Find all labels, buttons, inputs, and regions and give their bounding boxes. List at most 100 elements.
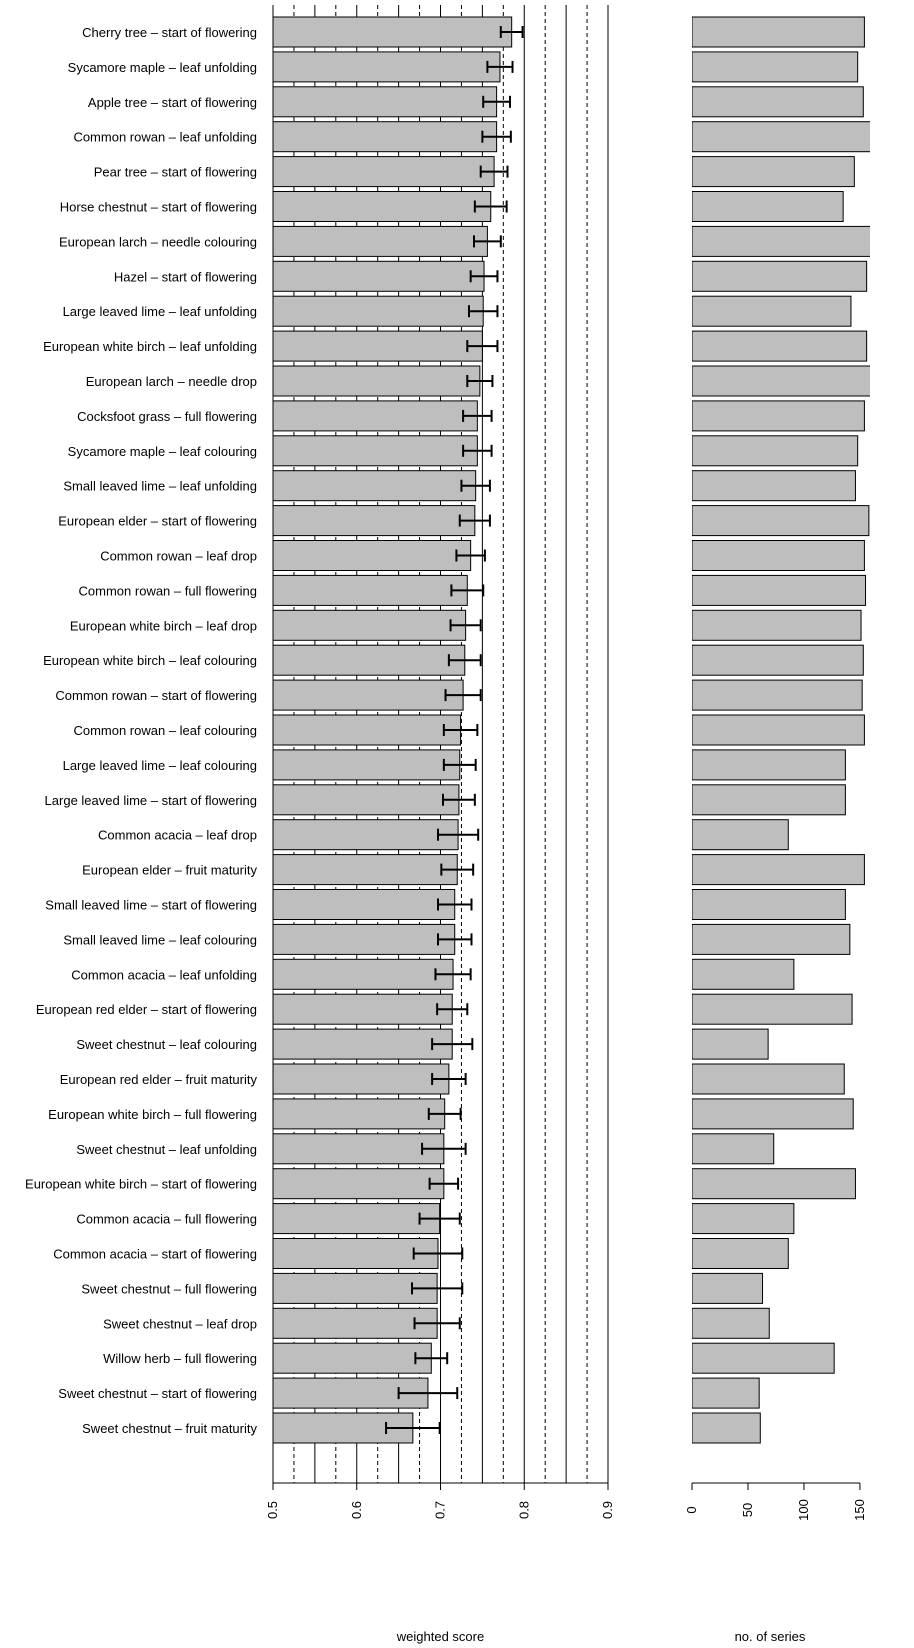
category-label: European elder – start of flowering [58,514,257,529]
error-bar [436,933,473,946]
error-bar [428,1177,460,1190]
bar [272,260,485,292]
bar [692,854,865,886]
category-label: European elder – fruit maturity [82,863,257,878]
bar [272,225,488,257]
error-bar [421,1142,467,1155]
bar [692,574,867,606]
bar [692,330,868,362]
bar [272,51,501,83]
bar [272,923,456,955]
error-bar [462,444,493,457]
bar [692,958,795,990]
category-label: Small leaved lime – leaf unfolding [63,479,257,494]
x-tick-label: 50 [740,1503,755,1517]
right-plot [692,16,870,1444]
error-bar [447,654,482,667]
bar [272,819,459,851]
category-label: Common acacia – leaf drop [98,828,257,843]
bar [692,1063,845,1095]
bar [272,1203,441,1235]
bar [692,1272,764,1304]
bar [692,156,855,188]
category-label: European white birch – leaf unfolding [43,339,257,354]
bar [692,400,865,432]
bar [272,679,464,711]
bar [692,1098,854,1130]
bar [272,365,481,397]
bar [272,644,466,676]
x-tick-label: 0 [684,1506,699,1513]
error-bar [482,95,512,108]
error-bar [414,1352,449,1365]
category-label: Pear tree – start of flowering [94,165,257,180]
category-label: European white birch – start of flowerin… [25,1177,257,1192]
bar [692,1377,760,1409]
bar [692,505,870,537]
bar [272,889,456,920]
bar [272,121,498,153]
bar [272,191,492,222]
error-bar [442,793,476,806]
x-tick-label: 0.8 [516,1501,531,1519]
bar [692,295,852,327]
category-label: Large leaved lime – leaf unfolding [63,304,257,319]
error-bar [458,514,491,527]
bar [692,609,862,641]
bar [272,1063,450,1095]
error-bar [427,1107,462,1120]
category-label: European red elder – fruit maturity [60,1072,258,1087]
category-label: Willow herb – full flowering [103,1351,257,1366]
bar [692,121,870,153]
bar [272,435,478,467]
bar [692,679,863,711]
error-bar [499,26,524,38]
error-bar [449,619,482,632]
x-axis-label: weighted score [396,1629,484,1644]
bar [692,644,864,676]
category-label: European red elder – start of flowering [36,1002,257,1017]
error-bar [413,1317,461,1330]
error-bar [450,584,485,597]
x-axis-label: no. of series [735,1629,806,1644]
error-bar [442,758,477,771]
bar [272,86,498,118]
category-label: European white birch – leaf colouring [43,653,257,668]
bar [272,1272,438,1304]
bar [692,1342,835,1374]
bar [692,993,853,1025]
category-label: Sycamore maple – leaf colouring [68,444,257,459]
error-bar [411,1282,464,1295]
bar [272,330,483,362]
error-bar [466,340,499,353]
bar [272,1238,439,1269]
bar [272,609,467,641]
error-bar [455,549,486,562]
bar [692,923,851,955]
category-label: European larch – needle colouring [59,234,257,249]
category-label: Large leaved lime – leaf colouring [63,758,257,773]
category-label: Sweet chestnut – fruit maturity [82,1421,257,1436]
bar [692,749,846,781]
x-tick-label: 0.5 [265,1501,280,1519]
error-bar [473,200,508,213]
bar [692,1028,769,1060]
category-label: Hazel – start of flowering [114,269,257,284]
error-bar [434,968,472,981]
x-tick-label: 0.9 [600,1501,615,1519]
bar [272,993,453,1025]
category-label: Sycamore maple – leaf unfolding [68,60,257,75]
bar [272,1307,438,1339]
bar [692,470,856,502]
bar [692,16,865,48]
bar [692,191,844,222]
error-bar [481,130,512,143]
error-bar [431,1073,467,1085]
bar [272,470,477,502]
error-bar [486,60,514,73]
error-bar [397,1387,459,1400]
bar [692,365,870,397]
bar [692,1412,761,1444]
bar [272,574,468,606]
error-bar [466,375,494,387]
